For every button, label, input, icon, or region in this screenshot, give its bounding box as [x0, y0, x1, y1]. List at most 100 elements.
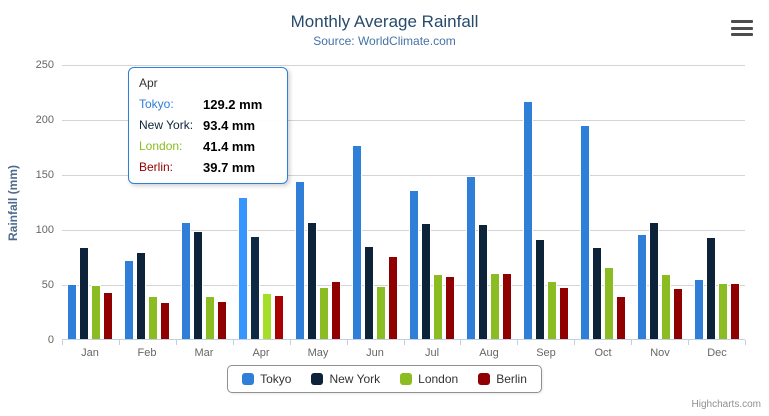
legend-label: New York [329, 372, 381, 386]
bar-berlin-apr[interactable] [274, 295, 284, 339]
legend-symbol [242, 373, 255, 385]
bar-new-york-may[interactable] [307, 222, 317, 339]
y-axis-label: 250 [35, 59, 54, 71]
x-axis-label: Dec [707, 347, 727, 359]
tooltip-series-label: New York: [139, 118, 194, 132]
x-axis-tick [347, 340, 348, 345]
bar-tokyo-may[interactable] [295, 181, 305, 339]
x-axis-label: Sep [536, 347, 556, 359]
bar-berlin-nov[interactable] [673, 288, 683, 339]
tooltip-series-value: 93.4 mm [203, 118, 256, 133]
bar-london-oct[interactable] [604, 267, 614, 339]
bar-london-nov[interactable] [661, 274, 671, 339]
x-axis-label: Oct [594, 347, 612, 359]
tooltip: Apr Tokyo: 129.2 mm New York: 93.4 mm London… [128, 67, 288, 184]
tooltip-series-value: 41.4 mm [203, 139, 256, 154]
legend-symbol [400, 373, 413, 385]
legend-item-london[interactable]: London [400, 372, 458, 386]
y-axis-label: 150 [35, 169, 54, 181]
bar-tokyo-nov[interactable] [637, 234, 647, 339]
bar-london-jun[interactable] [376, 286, 386, 339]
x-axis-tick [517, 340, 518, 345]
bar-berlin-feb[interactable] [160, 302, 170, 339]
bar-tokyo-mar[interactable] [181, 222, 191, 339]
credits-link[interactable]: Highcharts.com [691, 399, 761, 410]
tooltip-header: Apr [139, 76, 158, 90]
tooltip-series-label: London: [139, 139, 183, 153]
plot-area [62, 65, 745, 340]
bar-tokyo-feb[interactable] [124, 260, 134, 339]
tooltip-series-value: 129.2 mm [203, 97, 263, 112]
bar-new-york-apr[interactable] [250, 236, 260, 339]
bar-london-apr[interactable] [262, 293, 272, 339]
bar-berlin-jan[interactable] [103, 292, 113, 339]
bar-berlin-aug[interactable] [502, 273, 512, 339]
bar-new-york-dec[interactable] [706, 237, 716, 339]
legend-symbol [311, 373, 324, 385]
grid-line [62, 230, 745, 231]
legend-wrap: Tokyo New York London Berlin [0, 365, 769, 393]
bar-london-jul[interactable] [433, 274, 443, 339]
bar-tokyo-oct[interactable] [580, 125, 590, 339]
legend-item-new-york[interactable]: New York [311, 372, 380, 386]
x-axis-label: Aug [479, 347, 499, 359]
bar-tokyo-jun[interactable] [352, 145, 362, 339]
bar-tokyo-sep[interactable] [523, 101, 533, 339]
bar-new-york-jun[interactable] [364, 246, 374, 339]
x-axis-tick [62, 340, 63, 345]
x-axis-tick [574, 340, 575, 345]
legend-label: Berlin [496, 372, 527, 386]
hamburger-icon [731, 33, 753, 36]
x-axis-label: Nov [650, 347, 670, 359]
export-menu-button[interactable] [731, 20, 753, 36]
legend-item-tokyo[interactable]: Tokyo [242, 372, 291, 386]
tooltip-rows: Tokyo: 129.2 mm New York: 93.4 mm London: 41.… [139, 97, 277, 175]
grid-line [62, 120, 745, 121]
x-axis-tick [745, 340, 746, 345]
bar-new-york-mar[interactable] [193, 231, 203, 339]
legend-item-berlin[interactable]: Berlin [478, 372, 527, 386]
bar-london-jan[interactable] [91, 285, 101, 339]
hamburger-icon [731, 26, 753, 30]
bar-tokyo-dec[interactable] [694, 279, 704, 339]
bar-london-mar[interactable] [205, 296, 215, 339]
bar-new-york-sep[interactable] [535, 239, 545, 339]
bar-tokyo-aug[interactable] [466, 176, 476, 339]
bar-london-dec[interactable] [718, 283, 728, 339]
bar-tokyo-apr[interactable] [238, 197, 248, 339]
y-axis-label: 200 [35, 114, 54, 126]
bar-london-aug[interactable] [490, 273, 500, 339]
bar-tokyo-jul[interactable] [409, 190, 419, 339]
tooltip-series-value: 39.7 mm [203, 160, 256, 175]
bar-london-may[interactable] [319, 287, 329, 339]
x-axis-label: Feb [137, 347, 157, 359]
legend-symbol [478, 373, 491, 385]
x-axis-tick [404, 340, 405, 345]
x-axis-tick [176, 340, 177, 345]
bar-new-york-oct[interactable] [592, 247, 602, 339]
bar-berlin-sep[interactable] [559, 287, 569, 339]
bar-london-feb[interactable] [148, 296, 158, 339]
bar-berlin-may[interactable] [331, 281, 341, 339]
bar-new-york-nov[interactable] [649, 222, 659, 339]
chart-subtitle: Source: WorldClimate.com [313, 34, 456, 48]
x-axis-label: Jan [81, 347, 99, 359]
bar-berlin-dec[interactable] [730, 283, 740, 339]
bar-berlin-jun[interactable] [388, 256, 398, 339]
tooltip-series-label: Tokyo: [139, 97, 174, 111]
bar-london-sep[interactable] [547, 281, 557, 339]
bar-berlin-oct[interactable] [616, 296, 626, 339]
hamburger-icon [731, 20, 753, 23]
x-axis-tick [233, 340, 234, 345]
bar-new-york-jan[interactable] [79, 247, 89, 339]
bar-tokyo-jan[interactable] [67, 284, 77, 339]
bar-new-york-aug[interactable] [478, 224, 488, 339]
bar-new-york-jul[interactable] [421, 223, 431, 339]
bar-berlin-jul[interactable] [445, 276, 455, 339]
x-axis-tick [688, 340, 689, 345]
x-axis-label: Jul [424, 347, 440, 359]
grid-line [62, 65, 745, 66]
bar-new-york-feb[interactable] [136, 252, 146, 339]
bar-berlin-mar[interactable] [217, 301, 227, 339]
